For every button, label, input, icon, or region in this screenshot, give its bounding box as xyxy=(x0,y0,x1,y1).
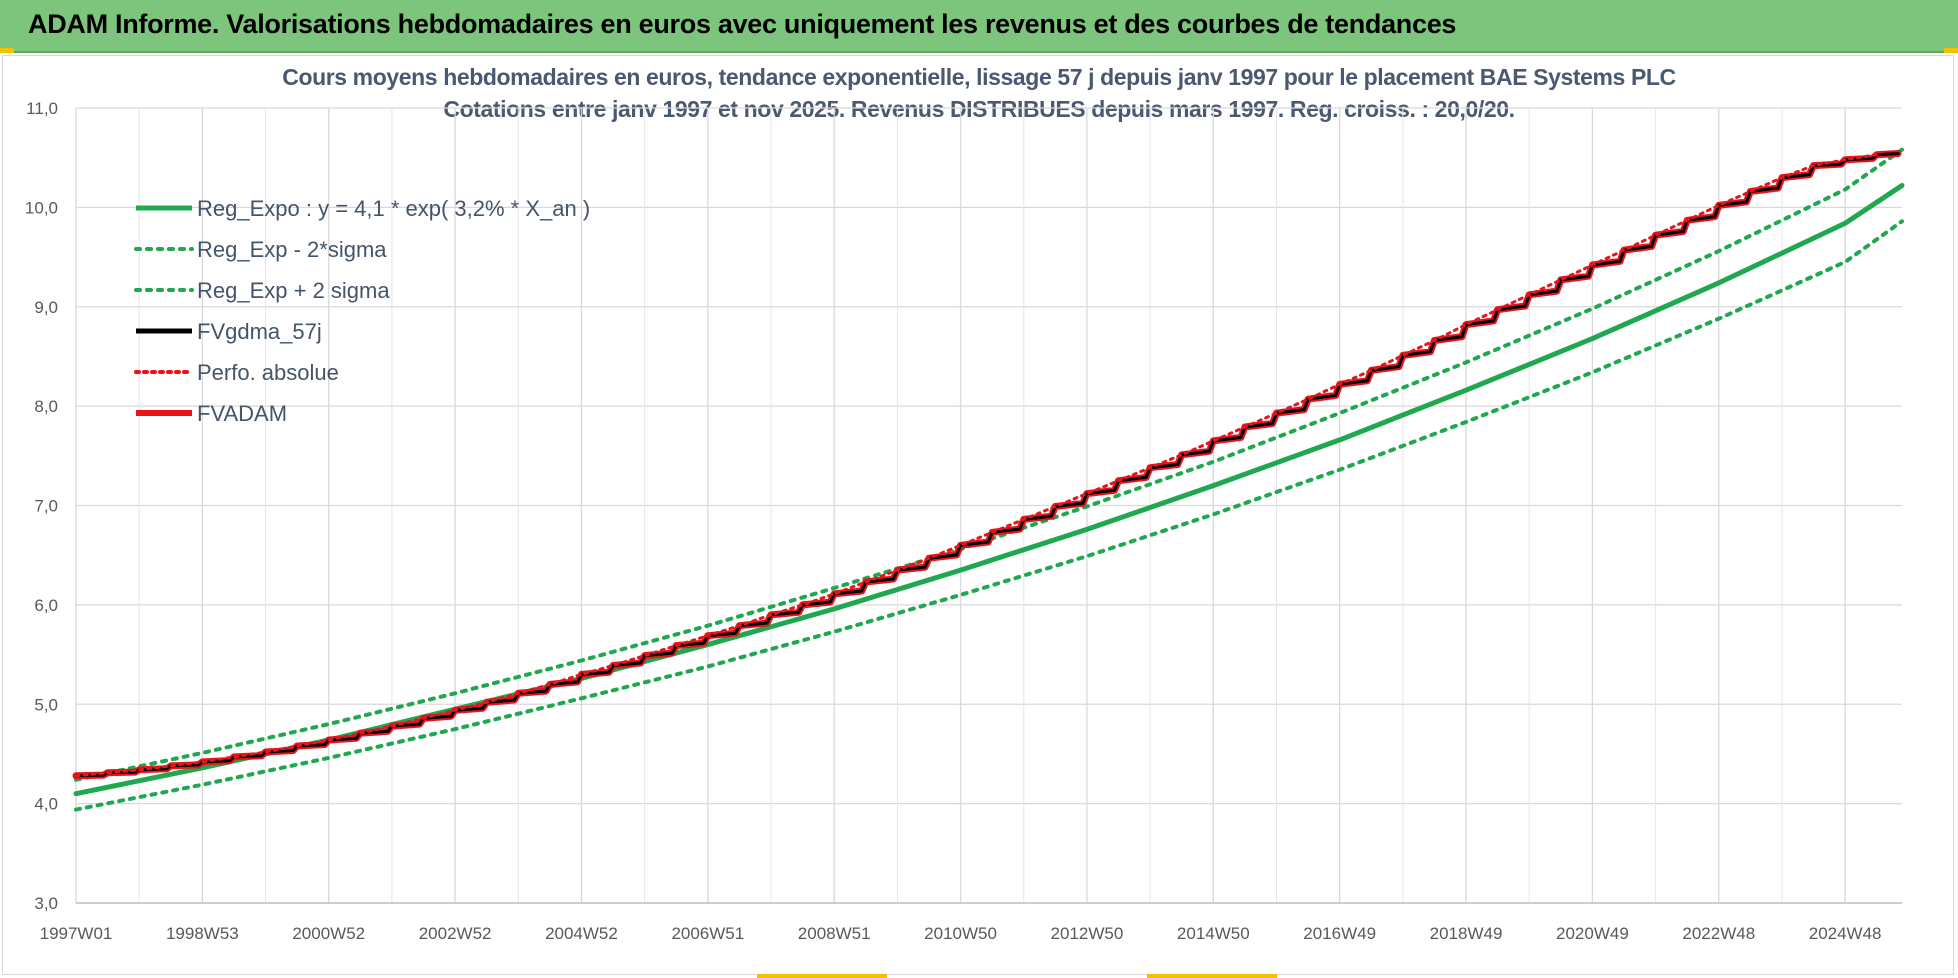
y-tick-label: 10,0 xyxy=(25,198,58,217)
report-banner: ADAM Informe. Valorisations hebdomadaire… xyxy=(0,0,1958,53)
x-tick-label: 2018W49 xyxy=(1430,924,1503,943)
x-tick-label: 2014W50 xyxy=(1177,924,1250,943)
series-line-regexp xyxy=(74,219,1904,812)
x-tick-label: 2022W48 xyxy=(1682,924,1755,943)
x-tick-label: 2024W48 xyxy=(1809,924,1882,943)
x-tick-label: 2008W51 xyxy=(798,924,871,943)
banner-corner-left xyxy=(0,48,14,53)
footer-mark xyxy=(1147,974,1277,978)
x-tick-label: 1997W01 xyxy=(40,924,113,943)
x-axis-ticks: 1997W01 1998W53 2000W52 2002W52 2004W52 2006W… xyxy=(40,924,1882,943)
x-tick-label: 2016W49 xyxy=(1303,924,1376,943)
y-axis-ticks: 3,0 4,0 5,0 6,0 7,0 8,0 9,0 10,0 11,0 xyxy=(25,99,58,913)
legend-label: Reg_Exp + 2 sigma xyxy=(197,278,390,303)
x-tick-label: 2000W52 xyxy=(292,924,365,943)
legend-label: Reg_Expo : y = 4,1 * exp( 3,2% * X_an ) xyxy=(197,196,590,221)
chart-frame xyxy=(2,55,1954,975)
series-lines xyxy=(72,147,1905,812)
banner-corner-right xyxy=(1944,48,1958,53)
x-tick-label: 2002W52 xyxy=(419,924,492,943)
legend: Reg_Expo : y = 4,1 * exp( 3,2% * X_an ) R… xyxy=(134,196,590,426)
y-tick-label: 3,0 xyxy=(34,894,58,913)
series-line-perfo xyxy=(74,153,1879,778)
legend-label: FVADAM xyxy=(197,401,287,426)
legend-label: Perfo. absolue xyxy=(197,360,339,385)
y-tick-label: 5,0 xyxy=(34,695,58,714)
x-tick-label: 2004W52 xyxy=(545,924,618,943)
x-tick-label: 2012W50 xyxy=(1051,924,1124,943)
legend-label: Reg_Exp - 2*sigma xyxy=(197,237,387,262)
chart-subtitle: Cotations entre janv 1997 et nov 2025. R… xyxy=(443,96,1515,122)
series-line-fvgdma57j xyxy=(74,152,1900,778)
y-tick-label: 11,0 xyxy=(26,99,58,118)
series-line-regexpo xyxy=(73,183,1905,797)
grid xyxy=(75,107,1902,904)
y-tick-label: 6,0 xyxy=(34,596,58,615)
banner-title: ADAM Informe. Valorisations hebdomadaire… xyxy=(28,9,1457,39)
x-tick-label: 1998W53 xyxy=(166,924,239,943)
x-tick-label: 2020W49 xyxy=(1556,924,1629,943)
chart-title: Cours moyens hebdomadaires en euros, ten… xyxy=(282,64,1676,90)
legend-label: FVgdma_57j xyxy=(197,319,322,344)
y-tick-label: 8,0 xyxy=(34,397,58,416)
y-tick-label: 9,0 xyxy=(34,298,58,317)
x-tick-label: 2006W51 xyxy=(671,924,744,943)
footer-mark xyxy=(757,974,887,978)
x-tick-label: 2010W50 xyxy=(924,924,997,943)
y-tick-label: 4,0 xyxy=(34,795,58,814)
y-tick-label: 7,0 xyxy=(34,497,58,516)
